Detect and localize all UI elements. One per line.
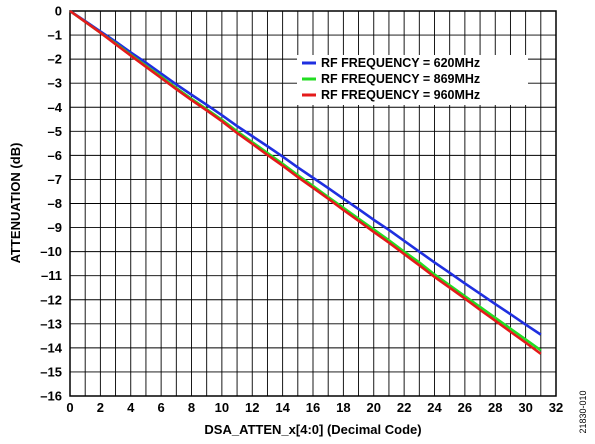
y-axis-label: ATTENUATION (dB) [8, 143, 23, 264]
x-tick-label: 24 [427, 400, 442, 415]
y-tick-label: 0 [55, 4, 62, 19]
x-tick-labels: 0 2 4 6 8 10 12 14 16 18 20 22 24 26 28 30 32 [66, 400, 563, 415]
x-tick-label: 4 [127, 400, 135, 415]
y-tick-labels: 0 –1 –2 –3 –4 –5 –6 –7 –8 –9 –10 –11 –12 –13 –14 –15 –16 [40, 4, 62, 404]
x-tick-label: 30 [518, 400, 532, 415]
y-tick-label: –7 [48, 172, 62, 187]
y-tick-label: –2 [48, 52, 62, 67]
x-tick-label: 6 [158, 400, 165, 415]
y-tick-label: –16 [40, 389, 62, 404]
figure-id: 21830-010 [578, 390, 588, 433]
legend-label-869mhz: RF FREQUENCY = 869MHz [321, 72, 480, 86]
x-tick-label: 12 [245, 400, 259, 415]
y-tick-label: –14 [40, 340, 62, 355]
x-tick-label: 20 [367, 400, 381, 415]
y-tick-label: –8 [48, 196, 62, 211]
legend-label-960mhz: RF FREQUENCY = 960MHz [321, 88, 480, 102]
series-line-0 [69, 9, 542, 336]
x-tick-label: 2 [97, 400, 104, 415]
legend-label-620mhz: RF FREQUENCY = 620MHz [321, 56, 480, 70]
x-tick-label: 32 [549, 400, 563, 415]
y-tick-label: –6 [48, 148, 62, 163]
y-tick-label: –9 [48, 220, 62, 235]
x-tick-label: 14 [275, 400, 290, 415]
x-tick-label: 22 [397, 400, 411, 415]
x-tick-label: 18 [336, 400, 350, 415]
x-axis-label: DSA_ATTEN_x[4:0] (Decimal Code) [204, 422, 421, 437]
x-tick-label: 10 [215, 400, 229, 415]
x-tick-label: 28 [488, 400, 502, 415]
plot-frame [69, 10, 557, 397]
y-tick-label: –12 [40, 292, 62, 307]
y-tick-label: –13 [40, 316, 62, 331]
y-tick-label: –4 [48, 100, 63, 115]
x-tick-label: 16 [306, 400, 320, 415]
y-tick-label: –15 [40, 364, 62, 379]
series-line-2 [69, 9, 542, 355]
x-tick-label: 8 [188, 400, 195, 415]
x-tick-label: 0 [66, 400, 73, 415]
y-tick-label: –11 [41, 268, 62, 283]
legend-box [297, 55, 528, 105]
x-tick-label: 26 [458, 400, 472, 415]
y-tick-label: –1 [48, 28, 62, 43]
y-tick-label: –10 [40, 244, 62, 259]
y-tick-label: –5 [48, 124, 62, 139]
legend: RF FREQUENCY = 620MHz RF FREQUENCY = 869… [297, 55, 528, 105]
series-lines [69, 9, 542, 355]
y-tick-label: –3 [48, 76, 62, 91]
